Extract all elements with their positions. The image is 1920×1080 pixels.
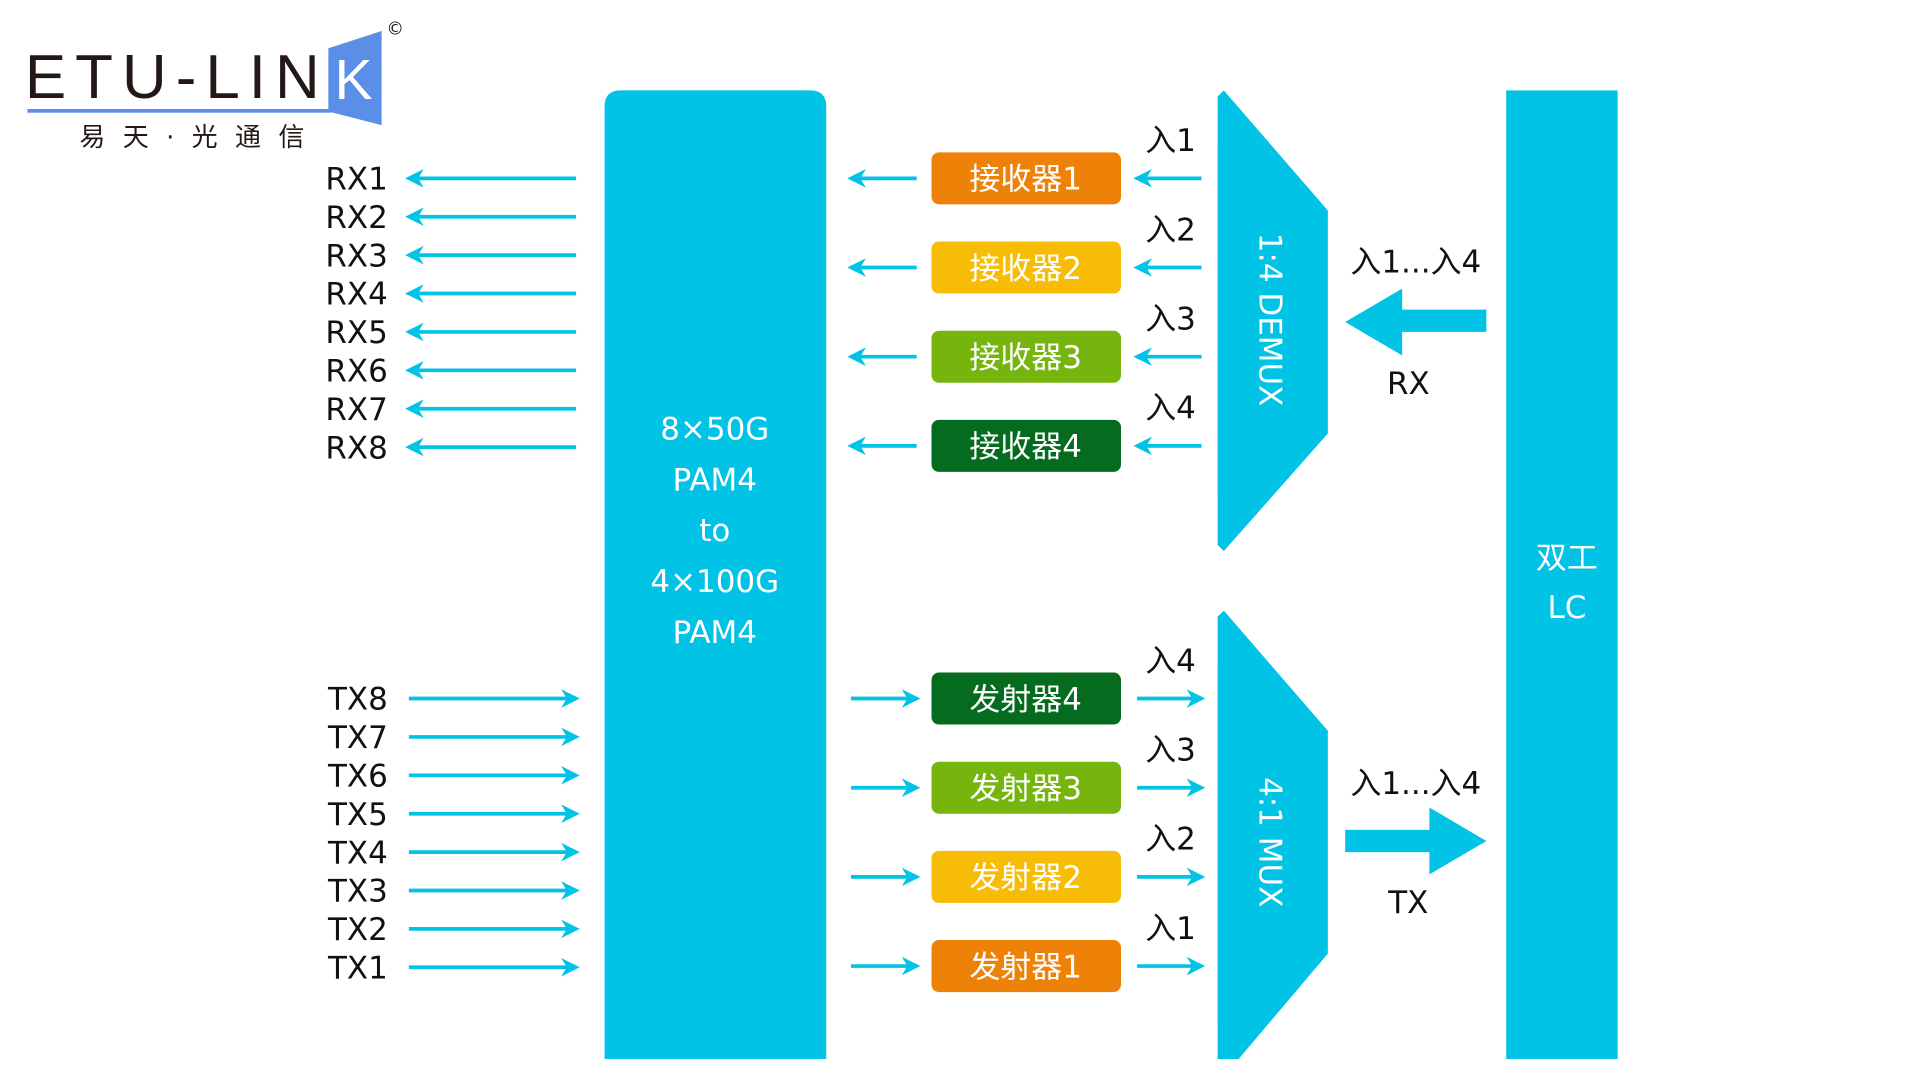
receiver-box xyxy=(931,419,1122,472)
wavelength-label: 入4 xyxy=(1145,643,1196,679)
tx-lane-label: TX8 xyxy=(327,682,388,718)
mux-block xyxy=(1217,610,1328,1059)
tx-lane-label: TX3 xyxy=(327,874,388,910)
wavelength-label: 入1 xyxy=(1145,123,1196,159)
logo-tagline: 易天·光通信 xyxy=(79,123,321,153)
receiver-box xyxy=(931,330,1122,383)
duplex-lc-connector xyxy=(1506,90,1618,1059)
gearbox-line: PAM4 xyxy=(673,462,757,498)
gearbox-line: 4×100G xyxy=(650,564,779,600)
logo-k-block xyxy=(328,30,382,126)
logo-brand-k: K xyxy=(335,48,373,112)
transmitter-box xyxy=(931,761,1122,814)
tx-lane-label: TX6 xyxy=(327,758,388,794)
wavelength-label: 入2 xyxy=(1145,822,1196,858)
etu-link-logo: ETU-LIN K © 易天·光通信 xyxy=(25,20,404,153)
gearbox-line: PAM4 xyxy=(673,615,757,651)
receiver-label: 接收器4 xyxy=(969,429,1082,465)
gearbox-line: to xyxy=(699,513,730,549)
rx-lane-label: RX4 xyxy=(325,277,387,313)
gearbox-label: 8×50G PAM4 to 4×100G PAM4 xyxy=(650,412,779,651)
transmitter-label: 发射器1 xyxy=(969,949,1082,985)
wavelength-label: 入4 xyxy=(1145,391,1196,427)
rx-lane-label: RX7 xyxy=(325,392,387,428)
gearbox-line: 8×50G xyxy=(660,412,769,448)
connector-line: LC xyxy=(1547,590,1586,626)
receiver-box xyxy=(931,241,1122,294)
tx-lane-label: TX2 xyxy=(327,912,388,948)
receiver-label: 接收器1 xyxy=(969,162,1082,198)
rx-wavelengths: 入1...入4 xyxy=(1350,244,1481,280)
wavelength-label: 入3 xyxy=(1145,301,1196,337)
rx-label: RX xyxy=(1387,366,1430,402)
rx-lane-label: RX5 xyxy=(325,315,387,351)
rx-lane-label: RX2 xyxy=(325,200,387,236)
logo-brand: ETU-LIN xyxy=(25,43,320,112)
demux-block xyxy=(1217,90,1328,552)
connector-line: 双工 xyxy=(1536,540,1598,576)
tx-label: TX xyxy=(1387,885,1428,921)
gearbox-block xyxy=(604,90,827,1059)
rx-lane-label: RX8 xyxy=(325,430,387,466)
wavelength-label: 入3 xyxy=(1145,732,1196,768)
rx-lane-label: RX3 xyxy=(325,238,387,274)
transmitter-label: 发射器2 xyxy=(969,860,1082,896)
tx-lane-label: TX5 xyxy=(327,797,388,833)
demux-label: 1:4 DEMUX xyxy=(1252,233,1288,407)
transmitter-box xyxy=(931,940,1122,993)
mux-label: 4:1 MUX xyxy=(1252,777,1288,907)
transmitter-label: 发射器4 xyxy=(969,682,1082,718)
wavelength-label: 入1 xyxy=(1145,911,1196,947)
tx-lane-label: TX4 xyxy=(327,835,388,871)
transmitter-box xyxy=(931,672,1122,725)
rx-arrow xyxy=(1345,288,1487,356)
wavelength-label: 入2 xyxy=(1145,212,1196,248)
tx-lane-label: TX7 xyxy=(327,720,388,756)
tx-lane-label: TX1 xyxy=(327,950,388,986)
logo-underline xyxy=(27,108,331,113)
transmitter-box xyxy=(931,850,1122,903)
rx-lane-label: RX1 xyxy=(325,161,387,197)
receiver-box xyxy=(931,152,1122,205)
tx-wavelengths: 入1...入4 xyxy=(1350,766,1481,802)
transmitter-label: 发射器3 xyxy=(969,771,1082,807)
tx-arrow xyxy=(1345,807,1487,875)
receiver-label: 接收器2 xyxy=(969,251,1082,287)
receiver-label: 接收器3 xyxy=(969,340,1082,376)
rx-lane-label: RX6 xyxy=(325,353,387,389)
logo-copyright: © xyxy=(387,20,404,40)
